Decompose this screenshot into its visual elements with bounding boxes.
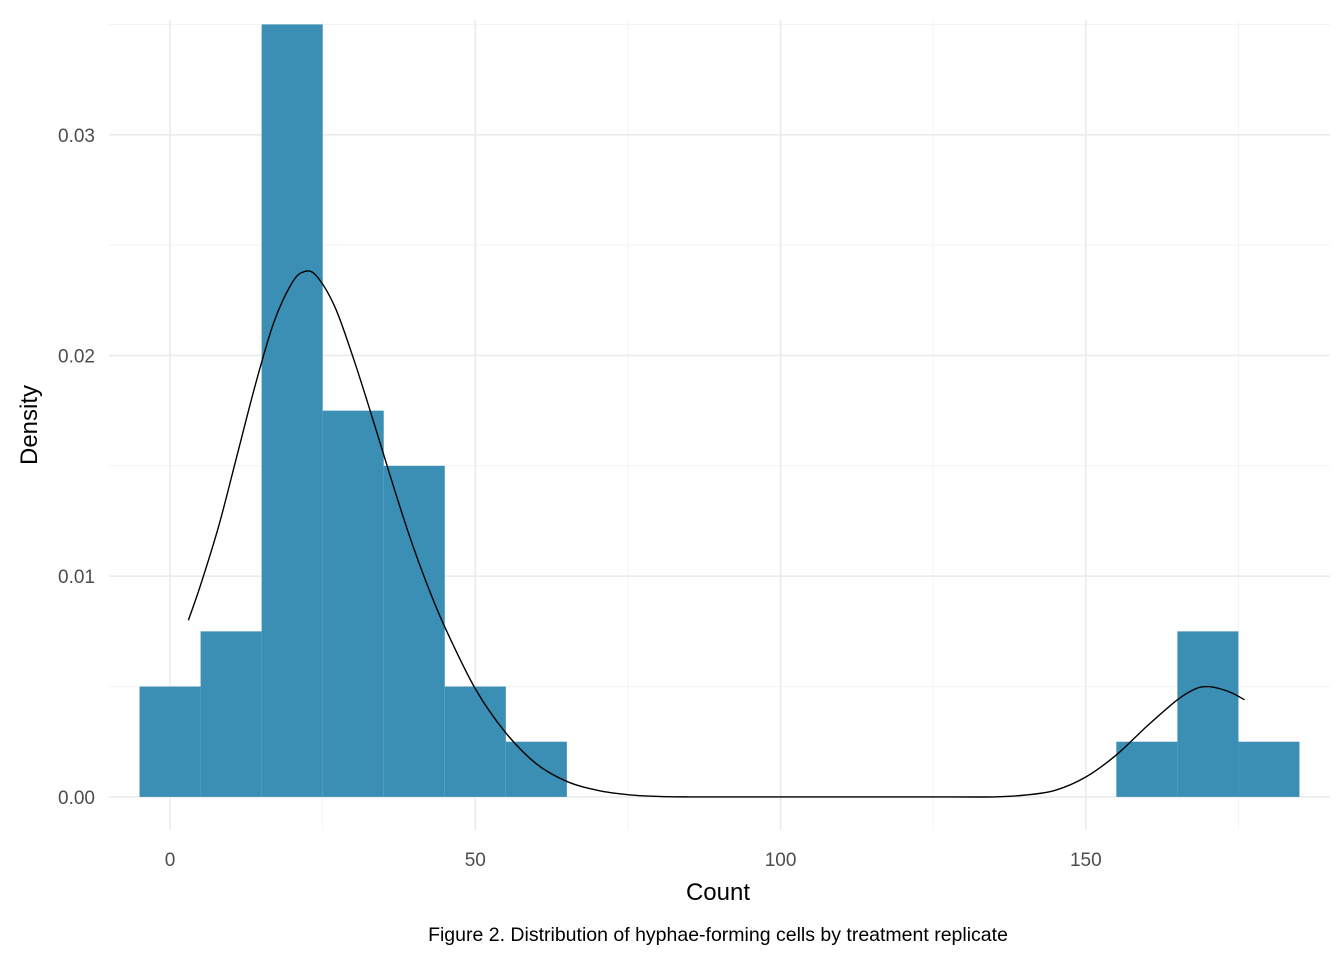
density-curve xyxy=(187,270,1245,798)
histogram-bar xyxy=(383,465,445,797)
histogram-bar xyxy=(200,631,262,797)
histogram-bar xyxy=(1116,741,1178,797)
histogram-bar xyxy=(1177,631,1239,797)
y-axis-title: Density xyxy=(16,385,43,465)
x-tick-label: 0 xyxy=(165,850,176,871)
y-tick-label: 0.00 xyxy=(58,788,95,809)
histogram-bar xyxy=(322,410,384,797)
x-axis-ticks: 0 50 100 150 xyxy=(165,850,1102,871)
x-tick-label: 100 xyxy=(765,850,797,871)
x-tick-label: 150 xyxy=(1070,850,1102,871)
histogram-bar xyxy=(261,24,323,797)
histogram-bar xyxy=(1238,741,1300,797)
x-tick-label: 50 xyxy=(465,850,486,871)
histogram-bars xyxy=(139,24,1300,797)
y-axis-ticks: 0.00 0.01 0.02 0.03 xyxy=(58,126,95,809)
figure-caption: Figure 2. Distribution of hyphae-forming… xyxy=(428,924,1008,946)
histogram-bar xyxy=(505,741,567,797)
density-curve-group xyxy=(187,270,1245,798)
x-axis-title: Count xyxy=(686,879,750,906)
histogram-bar xyxy=(139,686,201,797)
y-tick-label: 0.03 xyxy=(58,126,95,147)
y-tick-label: 0.02 xyxy=(58,346,95,367)
y-tick-label: 0.01 xyxy=(58,567,95,588)
histogram-bar xyxy=(444,686,506,797)
